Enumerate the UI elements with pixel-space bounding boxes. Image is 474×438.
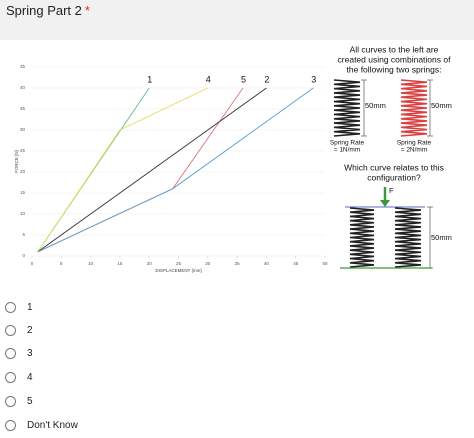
y-tick-label: 40 — [20, 85, 26, 90]
x-tick-label: 40 — [264, 261, 270, 266]
y-tick-label: 45 — [20, 64, 26, 69]
force-arrowhead — [380, 200, 390, 207]
y-tick-label: 35 — [20, 106, 26, 111]
radio-button[interactable] — [5, 347, 16, 359]
radio-button[interactable] — [5, 395, 16, 407]
option-label: 1 — [27, 301, 33, 313]
diagram-text: the following two springs: — [347, 64, 442, 74]
x-tick-label: 50 — [322, 261, 328, 266]
diagram-text: All curves to the left are — [350, 44, 439, 54]
diagram-text: F — [389, 186, 394, 195]
x-tick-label: 0 — [31, 261, 34, 266]
plot-area — [8, 48, 326, 284]
diagram-text: = 1N/mm — [334, 147, 361, 154]
x-tick-label: 15 — [117, 261, 123, 266]
series-label: 3 — [311, 74, 316, 84]
title-text: Spring Part 2 — [6, 3, 82, 18]
series-label: 5 — [241, 74, 246, 84]
series-label: 2 — [264, 74, 269, 84]
y-tick-label: 0 — [22, 253, 25, 258]
option[interactable]: 3 — [5, 345, 33, 361]
radio-button[interactable] — [5, 324, 16, 336]
option-label: 4 — [27, 371, 33, 383]
diagram-text: created using combinations of — [338, 54, 452, 64]
diagram-text: Spring Rate — [330, 140, 365, 147]
option[interactable]: 4 — [5, 369, 33, 385]
series-line — [37, 87, 314, 253]
spring-coil — [400, 79, 428, 137]
diagram-text: 50mm — [431, 101, 452, 110]
series-line — [37, 87, 267, 253]
spring-coil — [349, 207, 375, 268]
x-tick-label: 10 — [88, 261, 94, 266]
spring-coil — [394, 207, 422, 268]
y-tick-label: 5 — [22, 232, 25, 237]
y-tick-label: 15 — [20, 190, 26, 195]
radio-button[interactable] — [5, 371, 16, 383]
diagram-text: 50mm — [365, 101, 386, 110]
diagram-text: 50mm — [431, 233, 452, 242]
option[interactable]: Don't Know — [5, 417, 78, 433]
diagram-text: = 2N/mm — [401, 147, 428, 154]
x-tick-label: 30 — [205, 261, 211, 266]
y-tick-label: 25 — [20, 148, 26, 153]
y-tick-label: 10 — [20, 211, 26, 216]
y-axis-label: FORCE [N] — [14, 150, 19, 173]
y-tick-label: 20 — [20, 169, 26, 174]
x-tick-label: 20 — [147, 261, 153, 266]
series-label: 4 — [206, 74, 211, 84]
series-line — [37, 87, 208, 253]
x-axis-label: DISPLACEMENT [mm] — [155, 268, 201, 273]
y-tick-label: 30 — [20, 127, 26, 132]
radio-button[interactable] — [5, 301, 16, 313]
x-tick-label: 45 — [293, 261, 299, 266]
spring-coil — [333, 79, 361, 137]
option-label: Don't Know — [27, 419, 78, 431]
x-tick-label: 5 — [60, 261, 63, 266]
option-label: 2 — [27, 324, 33, 336]
diagram-text: Spring Rate — [397, 140, 432, 147]
option-label: 3 — [27, 347, 33, 359]
x-tick-label: 35 — [235, 261, 241, 266]
option[interactable]: 5 — [5, 393, 33, 409]
option-label: 5 — [27, 395, 33, 407]
question-title: Spring Part 2 * — [6, 3, 90, 18]
diagram-text: Which curve relates to this — [344, 162, 444, 172]
option[interactable]: 2 — [5, 322, 33, 338]
required-mark: * — [84, 3, 90, 18]
series-label: 1 — [147, 74, 152, 84]
radio-button[interactable] — [5, 419, 16, 431]
question-header: Spring Part 2 * — [0, 0, 474, 40]
diagram-text: configuration? — [367, 172, 421, 182]
option[interactable]: 1 — [5, 299, 33, 315]
x-tick-label: 25 — [176, 261, 182, 266]
